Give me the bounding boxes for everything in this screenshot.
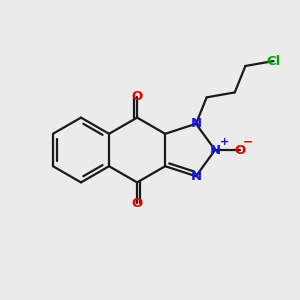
Text: O: O xyxy=(234,143,245,157)
Text: N: N xyxy=(190,170,202,183)
Text: +: + xyxy=(219,136,229,147)
Text: Cl: Cl xyxy=(266,55,280,68)
Text: N: N xyxy=(190,117,202,130)
Text: N: N xyxy=(209,143,220,157)
Text: O: O xyxy=(131,197,143,210)
Text: O: O xyxy=(131,90,143,103)
Text: −: − xyxy=(243,135,253,148)
